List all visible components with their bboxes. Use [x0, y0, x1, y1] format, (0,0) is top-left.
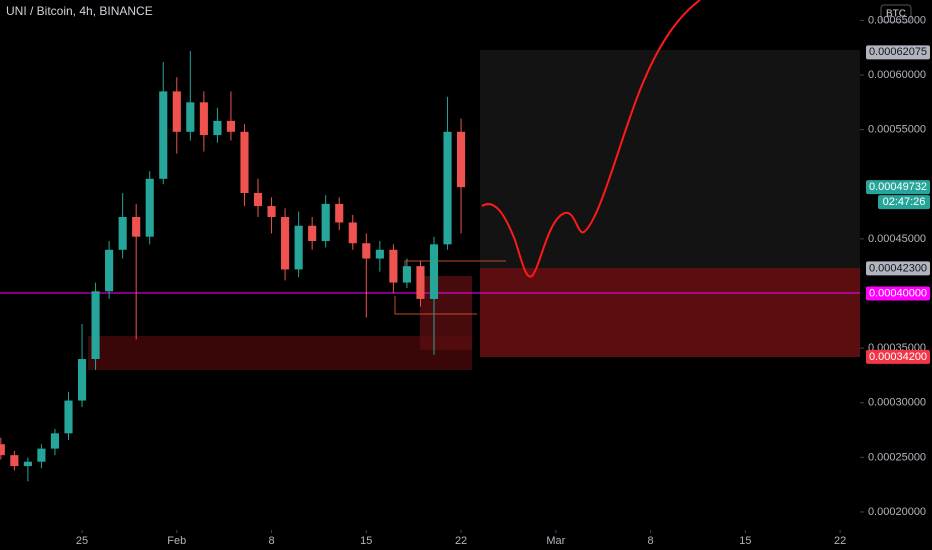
candle-body [402, 266, 411, 283]
candle-body [348, 222, 357, 244]
y-tick-label: 0.00020000 [868, 506, 926, 518]
drawings [88, 0, 860, 370]
price-label: 0.00062075 [869, 46, 927, 58]
x-tick-label: 15 [360, 535, 372, 547]
candle-body [186, 102, 195, 132]
x-tick-label: 25 [76, 535, 88, 547]
forecast-curve [481, 0, 701, 278]
candle-body [199, 102, 208, 136]
price-label-box [866, 45, 930, 60]
candle-body [321, 203, 330, 242]
y-tick-label: 0.00055000 [868, 124, 926, 136]
countdown: 02:47:26 [883, 196, 926, 208]
price-label: 0.00040000 [869, 287, 927, 299]
candle-body [213, 120, 222, 136]
x-tick-label: 8 [268, 535, 274, 547]
candle-body [362, 243, 371, 259]
countdown-box [878, 195, 930, 210]
y-tick-label: 0.00030000 [868, 397, 926, 409]
candle-body [118, 217, 127, 250]
candle-body [443, 131, 452, 245]
candle-body [389, 249, 398, 283]
support-zone [88, 336, 472, 370]
y-tick-label: 0.00060000 [868, 69, 926, 81]
candle-body [308, 225, 317, 242]
candle-body [132, 217, 141, 237]
candle-body [416, 266, 425, 299]
profit-zone [480, 50, 860, 268]
candle-body [457, 131, 466, 188]
price-label: 0.00042300 [869, 262, 927, 274]
candle-body [50, 433, 60, 449]
candle-body [37, 448, 46, 462]
candle-body [335, 203, 344, 223]
candle-body [226, 120, 236, 132]
loss-zone [480, 268, 860, 357]
candle-body [240, 131, 249, 193]
x-tick-label: 8 [648, 535, 654, 547]
candle-body [253, 192, 263, 207]
price-label: 0.00034200 [869, 351, 927, 363]
y-tick-label: 0.00065000 [868, 14, 926, 26]
candle-body [145, 178, 154, 237]
price-label: 0.00049732 [869, 181, 927, 193]
x-tick-label: 15 [739, 535, 751, 547]
x-tick-label: 22 [455, 535, 467, 547]
candle-body [429, 244, 439, 299]
candle-body [91, 291, 100, 360]
level-line [394, 296, 477, 315]
entry-zone [420, 276, 472, 350]
currency[interactable]: BTC [886, 9, 906, 20]
candle-body [294, 225, 303, 270]
price-label-box [866, 349, 930, 364]
x-tick-label: Mar [546, 535, 565, 547]
currency-button[interactable] [880, 4, 912, 23]
candle-body [267, 206, 276, 218]
candle-body [77, 359, 87, 401]
candle-body [159, 91, 168, 179]
candle-body [64, 400, 73, 434]
y-tick-label: 0.00045000 [868, 233, 926, 245]
price-label-box [866, 261, 930, 276]
candle-body [0, 444, 5, 456]
price-label-box [866, 286, 930, 301]
y-tick-label: 0.00025000 [868, 451, 926, 463]
chart-title: UNI / Bitcoin, 4h, BINANCE [6, 4, 153, 18]
candle-body [375, 249, 384, 259]
candle-body [105, 249, 114, 292]
candle-body [172, 91, 181, 132]
candle-body [10, 455, 19, 467]
price-label-box [866, 180, 930, 195]
candle-body [23, 461, 32, 467]
x-tick-label: Feb [167, 535, 186, 547]
candle-body [281, 217, 290, 270]
x-tick-label: 22 [834, 535, 846, 547]
